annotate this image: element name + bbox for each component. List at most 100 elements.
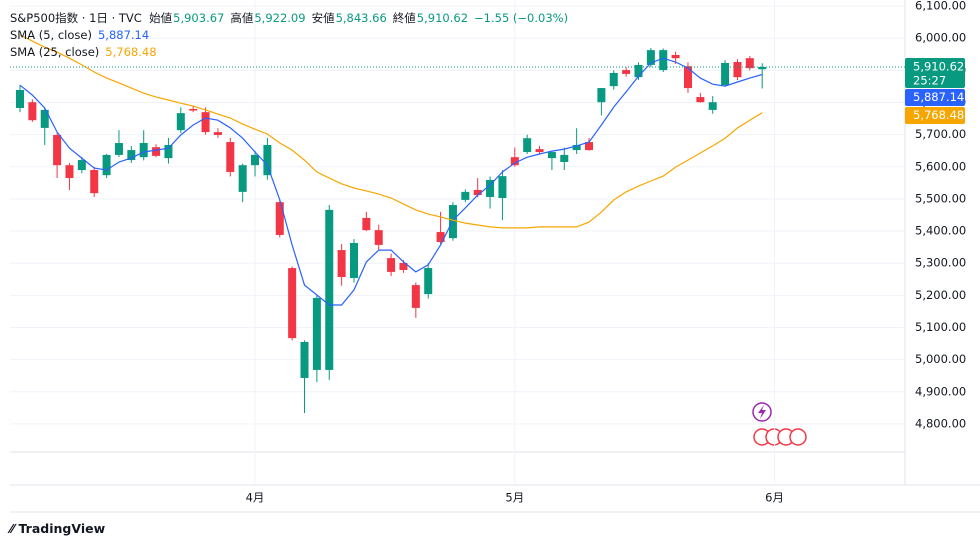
ohlc-row: S&P500指数 · 1日 · TVC 始値5,903.67 高値5,922.09… xyxy=(10,10,574,27)
sma-line xyxy=(19,57,763,306)
y-tick-label: 5,700.00 xyxy=(915,127,966,141)
candle-body xyxy=(498,176,507,198)
candle-body xyxy=(560,154,569,162)
candle-body xyxy=(510,157,519,166)
candle-body xyxy=(634,64,643,78)
y-tick-label: 5,200.00 xyxy=(915,288,966,302)
candle-body xyxy=(275,202,284,235)
candle-body xyxy=(721,62,730,86)
y-tick-label: 5,600.00 xyxy=(915,159,966,173)
ohlc-key: 高値 xyxy=(230,11,254,25)
candle-body xyxy=(164,144,173,159)
candle-body xyxy=(65,165,74,179)
candle-body xyxy=(671,54,680,59)
sma-badge-label: 5,768.48 xyxy=(913,108,964,122)
candle-body xyxy=(547,152,556,159)
sma-badge-label: 5,887.14 xyxy=(913,90,964,104)
candle-body xyxy=(523,138,532,153)
candle-body xyxy=(411,285,420,308)
ohlc-value: 5,922.09 xyxy=(254,11,306,25)
sma-legend: SMA (5, close) 5,887.14 xyxy=(10,27,574,44)
ohlc-value: 5,910.62 xyxy=(416,11,469,25)
candle-body xyxy=(535,149,544,153)
candle-body xyxy=(424,268,433,295)
y-tick-label: 5,300.00 xyxy=(915,256,966,270)
candle-body xyxy=(349,242,358,279)
candle-body xyxy=(733,62,742,78)
candle-body xyxy=(213,132,222,135)
candle-body xyxy=(325,209,334,370)
candle-body xyxy=(139,143,148,158)
candle-body xyxy=(251,154,260,166)
last-price-label: 5,910.62 xyxy=(913,59,964,73)
y-tick-label: 5,100.00 xyxy=(915,320,966,334)
candle-body xyxy=(114,143,123,155)
candle-body xyxy=(585,142,594,151)
candle-body xyxy=(263,144,272,176)
legend: S&P500指数 · 1日 · TVC 始値5,903.67 高値5,922.09… xyxy=(10,10,574,61)
sma-name: SMA (5, close) xyxy=(10,28,92,42)
event-icons xyxy=(752,402,807,446)
candle-body xyxy=(176,113,185,131)
candle-body xyxy=(127,150,136,161)
candle-body xyxy=(696,97,705,103)
x-tick-label: 4月 xyxy=(246,491,265,505)
sma-line xyxy=(19,34,763,229)
y-tick-label: 4,900.00 xyxy=(915,384,966,398)
candle-body xyxy=(758,66,767,70)
candle-body xyxy=(448,205,457,239)
ohlc-key: 始値 xyxy=(149,11,173,25)
candle-body xyxy=(300,341,309,378)
countdown-label: 25:27 xyxy=(913,73,946,87)
candle-body xyxy=(201,112,210,133)
candle-body xyxy=(609,72,618,87)
ohlc-key: 終値 xyxy=(392,11,416,25)
ohlc-key: 安値 xyxy=(311,11,335,25)
candle-body xyxy=(312,297,321,370)
candle-body xyxy=(646,50,655,65)
candle-body xyxy=(683,66,692,89)
x-tick-label: 6月 xyxy=(765,491,784,505)
candle-body xyxy=(745,58,754,69)
candle-body xyxy=(288,268,297,339)
ohlc-value: 5,903.67 xyxy=(173,11,225,25)
candle-body xyxy=(572,144,581,151)
candle-body xyxy=(473,189,482,196)
candle-body xyxy=(189,108,198,111)
candle-body xyxy=(337,250,346,278)
y-tick-label: 5,500.00 xyxy=(915,191,966,205)
candle-body xyxy=(436,232,445,243)
brand-name: TradingView xyxy=(18,521,106,536)
candle-body xyxy=(16,89,24,108)
sma-name: SMA (25, close) xyxy=(10,45,100,59)
candle-body xyxy=(622,70,631,74)
sma-legend: SMA (25, close) 5,768.48 xyxy=(10,44,574,61)
y-tick-label: 6,100.00 xyxy=(915,0,966,13)
candle-body xyxy=(461,191,470,200)
candle-body xyxy=(399,262,408,270)
candle-body xyxy=(226,142,235,172)
sma-value: 5,768.48 xyxy=(105,45,157,59)
brand: ⁄⁄ TradingView xyxy=(10,521,106,536)
sma-value: 5,887.14 xyxy=(97,28,150,42)
candle-body xyxy=(486,179,495,198)
candle-body xyxy=(152,147,161,156)
candle-body xyxy=(659,50,668,71)
y-tick-label: 6,000.00 xyxy=(915,31,966,45)
symbol-title: S&P500指数 · 1日 · TVC xyxy=(10,11,142,25)
candle-body xyxy=(238,165,247,192)
change: −1.55 (−0.03%) xyxy=(474,11,569,25)
sma-badge xyxy=(905,106,965,124)
candle-body xyxy=(597,88,606,103)
y-tick-label: 5,000.00 xyxy=(915,352,966,366)
sma-badge xyxy=(905,88,965,106)
x-tick-label: 5月 xyxy=(505,491,524,505)
y-tick-label: 4,800.00 xyxy=(915,416,966,430)
candle-body xyxy=(708,102,717,110)
y-tick-label: 5,400.00 xyxy=(915,224,966,238)
ohlc-value: 5,843.66 xyxy=(335,11,387,25)
candle-body xyxy=(362,217,371,231)
candle-body xyxy=(53,134,62,166)
